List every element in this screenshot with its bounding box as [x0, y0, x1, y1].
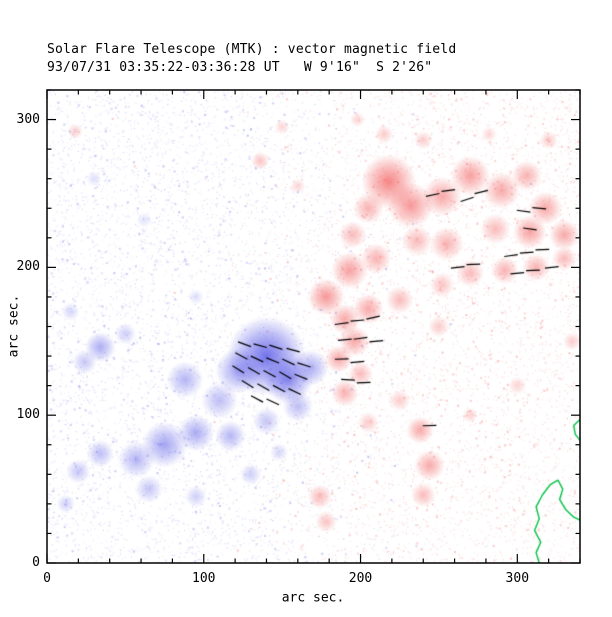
- figure-title: Solar Flare Telescope (MTK) : vector mag…: [47, 42, 457, 57]
- y-tick-label: 200: [16, 259, 40, 275]
- y-tick-label: 0: [32, 555, 40, 570]
- y-axis-label: arc sec.: [6, 294, 22, 358]
- x-tick-label: 300: [505, 571, 530, 586]
- y-tick-label: 100: [16, 407, 40, 423]
- x-axis-label: arc sec.: [281, 590, 345, 606]
- x-tick-label: 200: [348, 571, 373, 586]
- x-tick-label: 100: [192, 571, 216, 586]
- y-tick-label: 300: [16, 111, 40, 127]
- figure-subtitle: 93/07/31 03:35:22-03:36:28 UT W 9'16" S …: [47, 60, 433, 75]
- magnetogram-canvas: [47, 90, 580, 563]
- x-tick-label: 0: [43, 571, 51, 586]
